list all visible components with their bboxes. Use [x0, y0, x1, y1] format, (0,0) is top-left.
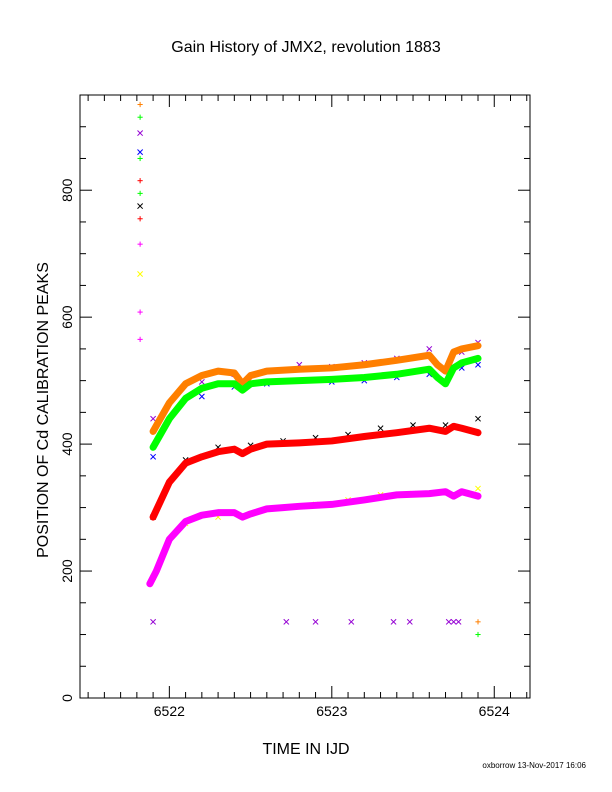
series-yellow-point [475, 485, 481, 492]
early-orange-point [137, 101, 143, 108]
early-blue-point [137, 149, 144, 156]
series-blue-point [150, 453, 157, 460]
x-axis: 6522 6523 6524 [87, 95, 528, 719]
y-tick-label: 600 [59, 305, 75, 329]
low-purple-point [455, 618, 462, 625]
low-purple-point [312, 618, 319, 625]
plot-frame [79, 94, 531, 699]
early-yellow-point [137, 271, 144, 277]
series-green-line [149, 354, 482, 451]
early-magenta-point [137, 241, 143, 247]
x-tick-label: 6524 [479, 703, 510, 719]
low-purple-point [390, 618, 397, 625]
x-tick-label: 6523 [316, 703, 347, 719]
x-tick-label: 6522 [154, 703, 185, 719]
series-magenta-line [146, 488, 482, 588]
low-purple-point [406, 618, 413, 625]
low-purple-point [450, 618, 457, 625]
early-green-point [137, 114, 143, 120]
low-green-point [475, 631, 481, 638]
y-tick-label: 0 [59, 694, 75, 702]
low-purple-point [150, 618, 157, 625]
low-purple-point [445, 618, 452, 625]
series-purple-point [150, 415, 157, 422]
early-magenta-point [137, 336, 143, 342]
y-axis-label: POSITION OF Cd CALIBRATION PEAKS [35, 262, 52, 558]
chart-title: Gain History of JMX2, revolution 1883 [171, 39, 441, 56]
series-red-line [149, 422, 482, 521]
series-orange-line [149, 342, 482, 435]
footer-credit: oxborrow 13-Nov-2017 16:06 [482, 761, 586, 770]
series-blue-point [475, 361, 481, 368]
series-layer [137, 101, 482, 638]
early-red-point [137, 216, 143, 222]
series-purple-point [426, 345, 433, 352]
low-purple-point [348, 618, 355, 625]
low-orange-point [475, 619, 481, 625]
early-magenta-point [137, 309, 143, 315]
low-purple-point [283, 618, 290, 625]
y-tick-label: 400 [59, 432, 75, 456]
early-purple-point [137, 130, 144, 137]
series-black-point [377, 425, 384, 432]
series-black-point [475, 415, 481, 422]
early-black-point [137, 203, 144, 210]
early-green-point [137, 155, 143, 162]
y-axis: 0 200 400 600 800 [59, 94, 530, 702]
series-blue-point [198, 393, 205, 400]
y-tick-label: 800 [59, 178, 75, 202]
y-tick-label: 200 [59, 559, 75, 583]
x-axis-label: TIME IN IJD [262, 741, 349, 758]
early-red-point [137, 178, 143, 184]
early-green-point [137, 190, 143, 196]
